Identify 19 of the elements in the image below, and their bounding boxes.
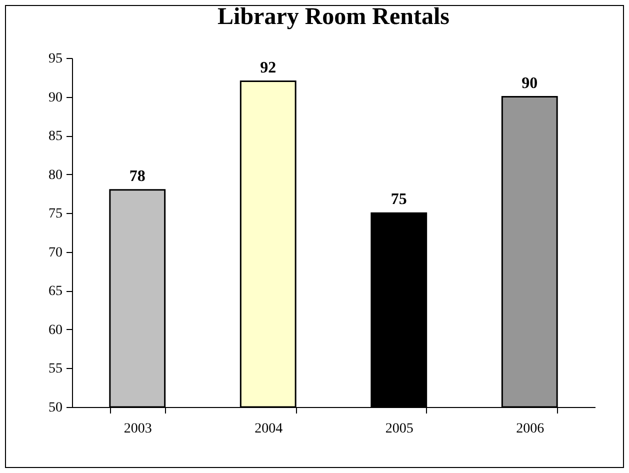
x-tick-label: 2004 [254, 422, 283, 436]
y-tick-label: 95 [48, 52, 62, 66]
y-tick-label: 60 [48, 322, 62, 338]
y-tick-label: 70 [48, 245, 62, 260]
x-tick-label: 2003 [124, 422, 152, 436]
data-label: 90 [522, 74, 538, 92]
y-tick-label: 55 [48, 362, 62, 377]
y-tick-label: 80 [48, 168, 62, 183]
data-label: 92 [260, 59, 276, 76]
data-label: 78 [129, 168, 146, 185]
x-tick-label: 2006 [516, 422, 544, 436]
x-tick-label: 2005 [385, 422, 414, 436]
y-tick-label: 50 [48, 400, 62, 416]
y-tick-label: 65 [48, 284, 62, 300]
y-tick-label: 75 [48, 206, 62, 222]
data-label: 75 [390, 191, 407, 208]
y-tick-label: 90 [48, 90, 62, 106]
y-tick-label: 85 [48, 129, 62, 144]
chart-title: Library Room Rentals [218, 4, 450, 30]
